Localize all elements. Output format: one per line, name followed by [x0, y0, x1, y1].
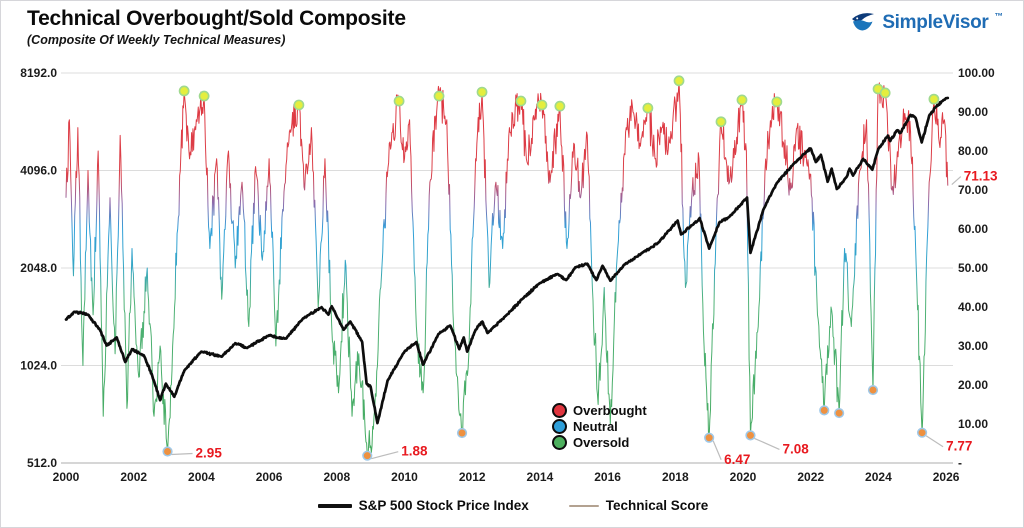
legend-item-oversold: Oversold — [552, 435, 647, 450]
oversold-dot-icon — [552, 435, 567, 450]
legend-item-neutral: Neutral — [552, 419, 647, 434]
svg-text:2000: 2000 — [53, 470, 80, 484]
svg-text:71.13: 71.13 — [964, 169, 998, 184]
svg-text:2024: 2024 — [865, 470, 892, 484]
svg-text:10.00: 10.00 — [958, 417, 988, 431]
brand-trademark: ™ — [994, 11, 1004, 21]
svg-text:2008: 2008 — [323, 470, 350, 484]
svg-text:2006: 2006 — [256, 470, 283, 484]
svg-text:2026: 2026 — [933, 470, 960, 484]
svg-text:80.00: 80.00 — [958, 144, 988, 158]
svg-text:512.0: 512.0 — [27, 456, 57, 470]
svg-text:50.00: 50.00 — [958, 261, 988, 275]
svg-text:6.47: 6.47 — [724, 452, 750, 467]
svg-text:2016: 2016 — [594, 470, 621, 484]
legend-label: Oversold — [573, 435, 630, 450]
svg-text:2020: 2020 — [730, 470, 757, 484]
neutral-dot-icon — [552, 419, 567, 434]
legend-item-technical-score: Technical Score — [568, 498, 709, 513]
zone-legend: Overbought Neutral Oversold — [552, 403, 647, 450]
overbought-dot-icon — [552, 403, 567, 418]
sp500-line-swatch — [317, 503, 352, 508]
page-title: Technical Overbought/Sold Composite — [27, 7, 406, 30]
svg-text:2022: 2022 — [797, 470, 824, 484]
legend-item-overbought: Overbought — [552, 403, 647, 418]
svg-text:30.00: 30.00 — [958, 339, 988, 353]
svg-text:4096.0: 4096.0 — [20, 164, 57, 178]
svg-text:7.08: 7.08 — [782, 441, 809, 456]
svg-text:2048.0: 2048.0 — [20, 261, 57, 275]
legend-label: S&P 500 Stock Price Index — [358, 498, 529, 513]
series-legend: S&P 500 Stock Price Index Technical Scor… — [1, 498, 1023, 513]
svg-text:60.00: 60.00 — [958, 222, 988, 236]
svg-text:90.00: 90.00 — [958, 105, 988, 119]
svg-text:2014: 2014 — [527, 470, 554, 484]
svg-text:2002: 2002 — [120, 470, 147, 484]
svg-text:40.00: 40.00 — [958, 300, 988, 314]
legend-label: Technical Score — [605, 498, 709, 513]
simplevisor-logo: SimpleVisor ™ — [850, 10, 1003, 36]
svg-text:2.95: 2.95 — [196, 446, 223, 461]
svg-text:100.00: 100.00 — [958, 66, 995, 80]
brand-name: SimpleVisor — [882, 12, 989, 33]
composite-chart: 8192.0 4096.0 2048.0 1024.0 512.0 100.00 90.00… — [1, 53, 1023, 499]
technical-score-line-swatch — [568, 504, 599, 507]
svg-text:2012: 2012 — [459, 470, 486, 484]
svg-text:2018: 2018 — [662, 470, 689, 484]
svg-text:2010: 2010 — [391, 470, 418, 484]
legend-label: Overbought — [573, 403, 647, 418]
page-subtitle: (Composite Of Weekly Technical Measures) — [27, 33, 286, 47]
svg-text:1.88: 1.88 — [401, 444, 428, 459]
svg-text:2004: 2004 — [188, 470, 215, 484]
legend-label: Neutral — [573, 419, 618, 434]
svg-text:70.00: 70.00 — [958, 183, 988, 197]
svg-text:20.00: 20.00 — [958, 378, 988, 392]
svg-text:-: - — [958, 456, 962, 470]
legend-item-sp500: S&P 500 Stock Price Index — [317, 498, 529, 513]
svg-text:1024.0: 1024.0 — [20, 359, 57, 373]
svg-text:7.77: 7.77 — [946, 439, 972, 454]
eagle-icon — [850, 10, 876, 36]
svg-text:8192.0: 8192.0 — [20, 66, 57, 80]
